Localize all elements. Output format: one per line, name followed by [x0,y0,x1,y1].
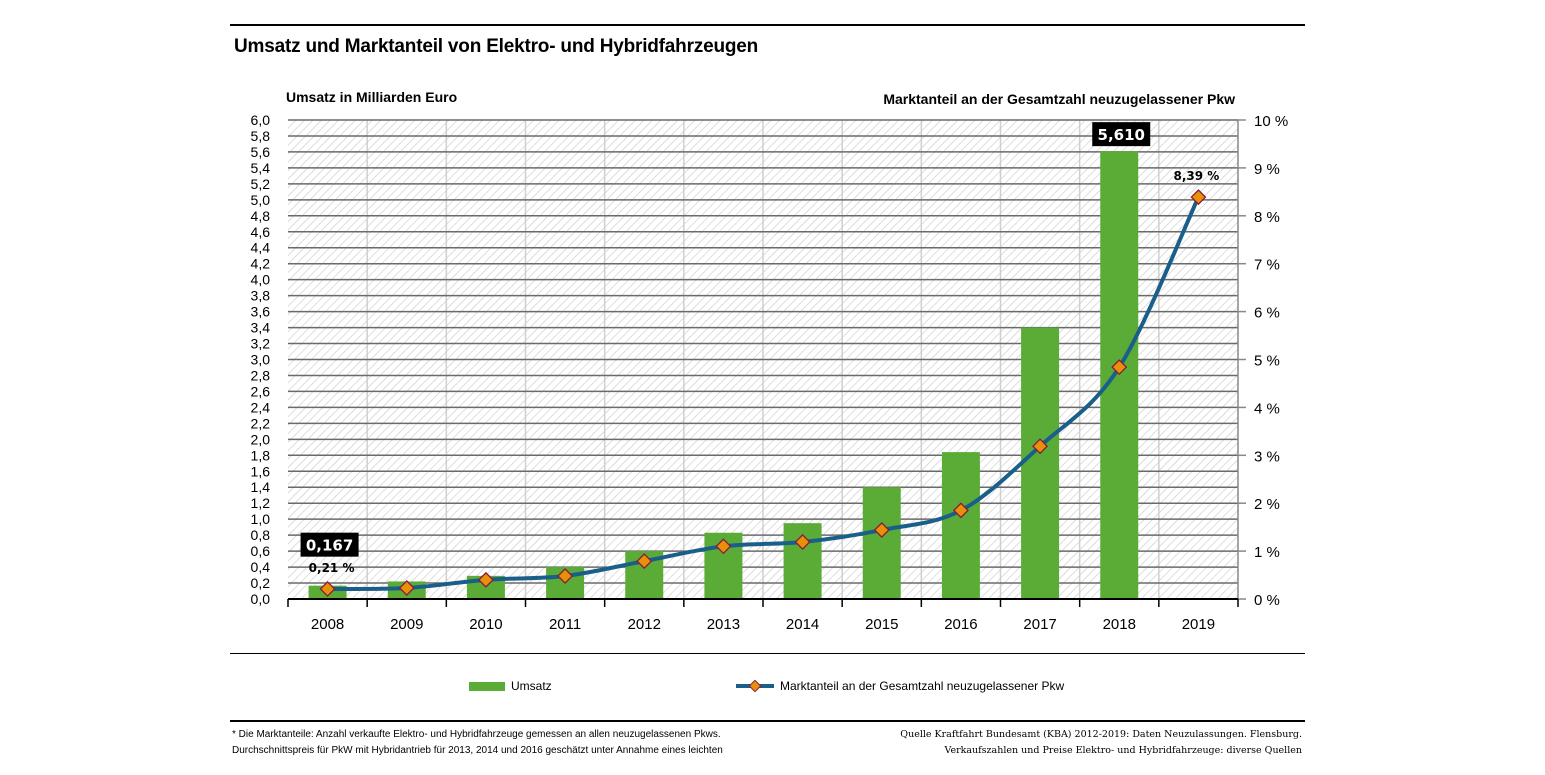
x-tick-label: 2017 [1023,616,1056,633]
marker-2009 [398,579,415,596]
x-tick-label: 2013 [707,616,740,633]
source-line: Quelle Kraftfahrt Bundesamt (KBA) 2012-2… [900,729,1302,740]
left-tick-label: 4,6 [251,224,271,240]
left-tick-label: 3,8 [251,288,271,304]
left-tick-label: 5,4 [251,160,271,176]
left-tick-label: 0,2 [251,575,271,591]
right-tick-label: 10 % [1254,113,1288,130]
data-label-marktanteil: 8,39 % [1174,169,1220,183]
left-tick-label: 2,8 [251,367,271,383]
bar-2016 [941,452,980,599]
bar-2017 [1021,327,1060,599]
left-tick-label: 5,6 [251,144,271,160]
marker-2018 [1111,359,1128,376]
left-tick-label: 6,0 [251,112,271,128]
right-tick-label: 7 % [1254,257,1280,274]
x-tick-label: 2010 [469,616,502,633]
top-rule [230,24,1305,26]
left-tick-label: 4,4 [251,240,271,256]
x-tick-label: 2014 [786,616,819,633]
data-label-umsatz: 0,167 [306,537,353,555]
left-tick-label: 0,6 [251,543,271,559]
right-tick-label: 4 % [1254,400,1280,417]
left-tick-label: 3,2 [251,336,271,352]
x-tick-label: 2015 [865,616,898,633]
left-tick-label: 4,2 [251,256,271,272]
marker-2010 [477,571,494,588]
left-tick-label: 1,4 [251,479,271,495]
marker-2019 [1190,189,1207,206]
right-tick-label: 6 % [1254,305,1280,322]
left-tick-label: 5,8 [251,128,271,144]
x-tick-label: 2016 [944,616,977,633]
left-tick-label: 5,2 [251,176,271,192]
left-tick-label: 1,6 [251,463,271,479]
x-tick-label: 2011 [549,616,581,633]
legend-item-umsatz: Umsatz [469,679,552,693]
left-tick-label: 3,0 [251,352,271,368]
x-tick-label: 2012 [628,616,661,633]
legend-label: Marktanteil an der Gesamtzahl neuzugelas… [780,679,1065,693]
right-tick-label: 8 % [1254,209,1280,226]
x-tick-label: 2009 [390,616,423,633]
footnote-line: * Die Marktanteile: Anzahl verkaufte Ele… [232,729,721,740]
footnote-line: Durchschnittspreis für PkW mit Hybridant… [232,745,723,756]
marker-2008 [319,580,336,597]
left-tick-label: 1,0 [251,511,271,527]
marker-2011 [557,568,574,584]
data-label-marktanteil: 0,21 % [309,561,355,575]
left-tick-label: 1,2 [251,495,271,511]
source-note: Quelle Kraftfahrt Bundesamt (KBA) 2012-2… [900,727,1302,759]
legend-swatch-line [736,680,774,692]
right-tick-label: 5 % [1254,353,1280,370]
data-label-box [1092,122,1151,147]
left-tick-label: 4,0 [251,272,271,288]
left-tick-label: 0,4 [251,559,271,575]
source-line: Verkaufszahlen und Preise Elektro- und H… [944,745,1302,756]
left-tick-label: 4,8 [251,208,271,224]
marker-2013 [715,538,732,555]
x-tick-label: 2018 [1103,616,1136,633]
right-tick-label: 0 % [1254,592,1280,609]
footnote-left: * Die Marktanteile: Anzahl verkaufte Ele… [232,727,723,759]
x-tick-label: 2019 [1182,616,1215,633]
right-axis-label: Marktanteil an der Gesamtzahl neuzugelas… [883,91,1235,107]
data-label-umsatz: 5,610 [1098,126,1145,144]
marker-2012 [636,553,653,570]
right-tick-label: 2 % [1254,496,1280,513]
left-tick-label: 1,8 [251,447,271,463]
left-tick-label: 3,6 [251,304,271,320]
footer-rule [230,720,1305,722]
left-tick-label: 5,0 [251,192,271,208]
data-label-box [300,532,359,557]
right-tick-label: 3 % [1254,448,1280,465]
marker-2017 [1032,438,1049,455]
legend-item-marktanteil: Marktanteil an der Gesamtzahl neuzugelas… [736,679,1064,693]
legend-swatch-bar [469,681,505,691]
left-tick-label: 2,6 [251,383,271,399]
x-tick-label: 2008 [311,616,344,633]
left-tick-label: 0,0 [251,591,271,607]
chart: 0,00,20,40,60,81,01,21,41,61,82,02,22,42… [251,112,1289,633]
left-tick-label: 2,4 [251,399,271,415]
left-tick-label: 2,0 [251,431,271,447]
plot-bottom-rule [230,653,1305,654]
chart-title: Umsatz und Marktanteil von Elektro- und … [234,36,759,57]
legend-label: Umsatz [511,679,552,693]
marker-2015 [873,522,890,539]
left-tick-label: 3,4 [251,320,271,336]
left-tick-label: 2,2 [251,415,271,431]
marker-2014 [794,534,811,550]
left-axis-label: Umsatz in Milliarden Euro [286,89,458,105]
left-tick-label: 0,8 [251,527,271,543]
bar-2015 [862,487,901,599]
right-tick-label: 9 % [1254,161,1280,178]
marker-2016 [952,502,969,519]
right-tick-label: 1 % [1254,544,1280,561]
